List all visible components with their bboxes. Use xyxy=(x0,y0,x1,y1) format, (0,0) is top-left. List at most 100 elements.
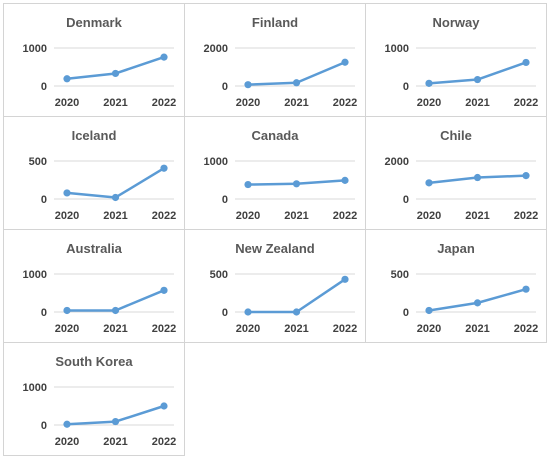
data-point xyxy=(425,306,433,315)
data-point xyxy=(160,164,168,172)
y-tick-label: 2000 xyxy=(385,156,409,168)
data-point xyxy=(111,417,120,426)
line-chart: New Zealand 500 0 2020 2021 2022 xyxy=(210,241,358,335)
data-point xyxy=(473,75,482,84)
x-tick-label: 2020 xyxy=(55,97,79,109)
chart-panel: Canada 1000 0 2020 2021 2022 xyxy=(184,116,366,230)
y-tick-label: 0 xyxy=(403,81,409,93)
y-tick-label: 0 xyxy=(222,81,228,93)
data-point xyxy=(425,79,433,87)
data-point xyxy=(292,79,301,87)
chart-panel: Denmark 1000 0 2020 2021 2022 xyxy=(3,3,185,117)
data-point xyxy=(63,189,71,197)
x-tick-label: 2022 xyxy=(333,210,357,222)
y-tick-label: 1000 xyxy=(23,269,47,281)
data-point xyxy=(473,299,482,307)
line-chart: South Korea 1000 0 2020 2021 2022 xyxy=(23,354,177,448)
y-tick-label: 0 xyxy=(41,307,47,319)
x-tick-label: 2020 xyxy=(236,97,260,109)
chart-grid: Denmark 1000 0 2020 2021 2022 Finland 2000 0 2020… xyxy=(3,3,547,461)
y-tick-label: 0 xyxy=(41,81,47,93)
y-tick-label: 500 xyxy=(29,156,47,168)
line-chart: Iceland 500 0 2020 2021 2022 xyxy=(29,128,177,222)
chart-panel: Chile 2000 0 2020 2021 2022 xyxy=(365,116,547,230)
chart-panel: New Zealand 500 0 2020 2021 2022 xyxy=(184,229,366,343)
chart-title: Canada xyxy=(252,128,300,143)
data-point xyxy=(522,285,530,293)
x-tick-label: 2020 xyxy=(236,210,260,222)
x-tick-label: 2021 xyxy=(103,323,127,335)
y-tick-label: 0 xyxy=(222,194,228,206)
line-chart: Norway 1000 0 2020 2021 2022 xyxy=(385,15,539,109)
x-tick-label: 2020 xyxy=(417,210,441,222)
chart-title: Finland xyxy=(252,15,298,30)
chart-title: Denmark xyxy=(66,15,122,30)
data-point xyxy=(425,179,433,187)
data-point xyxy=(63,420,71,428)
y-tick-label: 0 xyxy=(403,194,409,206)
x-tick-label: 2022 xyxy=(152,210,176,222)
data-point xyxy=(111,306,120,315)
x-tick-label: 2022 xyxy=(333,323,357,335)
x-tick-label: 2022 xyxy=(514,97,538,109)
data-point xyxy=(160,402,168,410)
chart-panel: Japan 500 0 2020 2021 2022 xyxy=(365,229,547,343)
chart-title: South Korea xyxy=(55,354,133,369)
chart-panel: Norway 1000 0 2020 2021 2022 xyxy=(365,3,547,117)
data-point xyxy=(111,193,120,202)
data-point xyxy=(341,176,349,184)
x-tick-label: 2021 xyxy=(284,97,308,109)
data-point xyxy=(522,58,530,67)
line-chart: Denmark 1000 0 2020 2021 2022 xyxy=(23,15,177,109)
x-tick-label: 2020 xyxy=(55,210,79,222)
x-tick-label: 2021 xyxy=(465,97,489,109)
x-tick-label: 2022 xyxy=(152,323,176,335)
data-point xyxy=(341,58,349,66)
chart-title: Chile xyxy=(440,128,472,143)
x-tick-label: 2020 xyxy=(236,323,260,335)
y-tick-label: 2000 xyxy=(204,43,228,55)
y-tick-label: 0 xyxy=(41,194,47,206)
y-tick-label: 500 xyxy=(391,269,409,281)
data-point xyxy=(341,275,349,283)
chart-title: Norway xyxy=(433,15,481,30)
x-tick-label: 2021 xyxy=(465,210,489,222)
y-tick-label: 1000 xyxy=(23,43,47,55)
x-tick-label: 2021 xyxy=(465,323,489,335)
chart-title: New Zealand xyxy=(235,241,315,256)
series-line xyxy=(248,278,346,314)
chart-panel: South Korea 1000 0 2020 2021 2022 xyxy=(3,342,185,456)
line-chart: Canada 1000 0 2020 2021 2022 xyxy=(204,128,358,222)
line-chart: Australia 1000 0 2020 2021 2022 xyxy=(23,241,177,335)
y-tick-label: 0 xyxy=(41,420,47,432)
chart-panel: Finland 2000 0 2020 2021 2022 xyxy=(184,3,366,117)
data-point xyxy=(160,286,168,294)
x-tick-label: 2021 xyxy=(284,210,308,222)
chart-panel: Australia 1000 0 2020 2021 2022 xyxy=(3,229,185,343)
x-tick-label: 2020 xyxy=(417,323,441,335)
series-line xyxy=(66,167,165,199)
y-tick-label: 1000 xyxy=(23,382,47,394)
x-tick-label: 2021 xyxy=(284,323,308,335)
x-tick-label: 2022 xyxy=(514,323,538,335)
data-point xyxy=(160,53,168,61)
chart-title: Iceland xyxy=(72,128,117,143)
x-tick-label: 2020 xyxy=(417,97,441,109)
x-tick-label: 2022 xyxy=(152,97,176,109)
line-chart: Japan 500 0 2020 2021 2022 xyxy=(391,241,539,335)
x-tick-label: 2022 xyxy=(333,97,357,109)
data-point xyxy=(244,308,252,316)
data-point xyxy=(63,75,71,83)
line-chart: Finland 2000 0 2020 2021 2022 xyxy=(204,15,358,109)
y-tick-label: 1000 xyxy=(385,43,409,55)
y-tick-label: 500 xyxy=(210,269,228,281)
data-point xyxy=(63,306,71,315)
data-point xyxy=(244,180,252,189)
x-tick-label: 2020 xyxy=(55,436,79,448)
chart-title: Japan xyxy=(437,241,475,256)
data-point xyxy=(292,180,301,188)
x-tick-label: 2022 xyxy=(152,436,176,448)
data-point xyxy=(473,173,482,182)
data-point xyxy=(522,172,530,180)
data-point xyxy=(111,69,120,78)
